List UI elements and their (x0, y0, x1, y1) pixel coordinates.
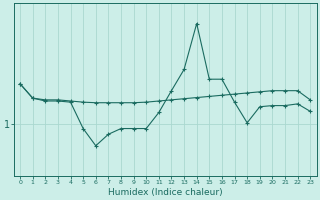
X-axis label: Humidex (Indice chaleur): Humidex (Indice chaleur) (108, 188, 222, 197)
